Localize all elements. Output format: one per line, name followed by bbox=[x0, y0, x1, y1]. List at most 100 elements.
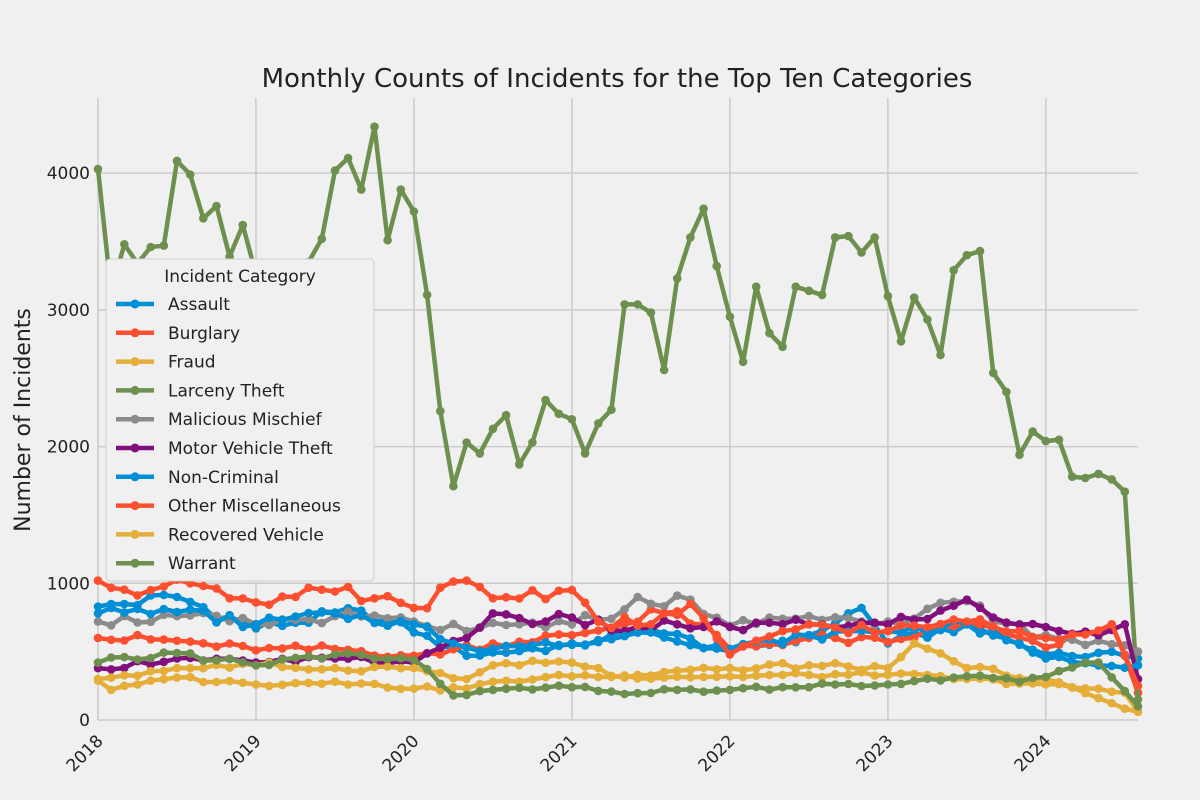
data-point bbox=[225, 594, 234, 603]
data-point bbox=[672, 610, 682, 620]
data-point bbox=[896, 337, 906, 346]
data-point bbox=[396, 684, 406, 694]
data-point bbox=[146, 635, 155, 644]
data-point bbox=[172, 592, 182, 602]
data-point bbox=[488, 618, 498, 628]
data-point bbox=[1067, 663, 1077, 672]
data-point bbox=[120, 636, 129, 645]
data-point bbox=[343, 614, 353, 624]
legend-label: Burglary bbox=[168, 324, 240, 344]
data-point bbox=[462, 626, 471, 636]
data-point bbox=[251, 598, 261, 607]
data-point bbox=[857, 665, 866, 675]
data-point bbox=[159, 666, 169, 676]
data-point bbox=[475, 686, 485, 696]
data-point bbox=[817, 620, 827, 630]
data-point bbox=[291, 663, 300, 673]
data-point bbox=[462, 651, 471, 660]
data-point bbox=[304, 583, 313, 592]
data-point bbox=[554, 616, 564, 626]
data-point bbox=[1094, 684, 1103, 693]
data-point bbox=[988, 368, 998, 378]
x-tick-label: 2018 bbox=[63, 731, 108, 776]
data-point bbox=[962, 672, 972, 681]
data-point bbox=[238, 658, 248, 667]
data-point bbox=[436, 650, 445, 659]
data-point bbox=[291, 612, 300, 621]
data-point bbox=[409, 663, 419, 673]
data-point bbox=[554, 630, 564, 639]
data-point bbox=[923, 674, 932, 683]
data-point bbox=[725, 622, 735, 632]
data-point bbox=[106, 583, 116, 593]
data-point bbox=[659, 685, 669, 694]
data-point bbox=[975, 671, 985, 680]
data-point bbox=[936, 676, 945, 685]
data-point bbox=[515, 660, 524, 670]
data-point bbox=[699, 204, 708, 213]
data-point bbox=[1054, 635, 1064, 645]
data-point bbox=[1041, 654, 1051, 663]
data-point bbox=[422, 290, 432, 300]
data-point bbox=[804, 661, 814, 670]
data-point bbox=[672, 620, 682, 629]
data-point bbox=[93, 633, 103, 643]
data-point bbox=[133, 591, 142, 600]
data-point bbox=[580, 449, 590, 458]
data-point bbox=[817, 635, 827, 644]
data-point bbox=[765, 685, 774, 694]
data-point bbox=[936, 598, 945, 608]
data-point bbox=[844, 231, 853, 241]
data-point bbox=[383, 683, 392, 692]
legend-box bbox=[105, 258, 375, 582]
y-axis-label: Number of Incidents bbox=[11, 308, 36, 532]
data-point bbox=[672, 666, 682, 675]
data-point bbox=[830, 613, 840, 622]
data-point bbox=[580, 682, 590, 692]
legend-marker bbox=[130, 299, 140, 309]
data-point bbox=[449, 481, 458, 491]
data-point bbox=[304, 608, 313, 618]
data-point bbox=[330, 650, 340, 659]
data-point bbox=[159, 674, 169, 684]
data-point bbox=[199, 606, 208, 615]
data-point bbox=[765, 618, 774, 627]
data-point bbox=[830, 233, 840, 242]
data-point bbox=[409, 655, 419, 665]
data-point bbox=[883, 626, 893, 636]
data-point bbox=[238, 613, 248, 623]
data-point bbox=[1028, 648, 1037, 657]
series-other-miscellaneous bbox=[93, 575, 1143, 691]
data-point bbox=[422, 631, 432, 640]
data-point bbox=[949, 615, 958, 624]
data-point bbox=[909, 676, 919, 686]
data-point bbox=[501, 620, 511, 630]
data-point bbox=[159, 657, 169, 667]
data-point bbox=[804, 630, 814, 640]
data-point bbox=[804, 670, 814, 680]
data-point bbox=[554, 681, 564, 690]
data-point bbox=[291, 653, 300, 663]
legend-item: Non-Criminal bbox=[116, 468, 279, 488]
data-point bbox=[580, 620, 590, 630]
data-point bbox=[264, 620, 274, 630]
legend-label: Malicious Mischief bbox=[168, 410, 323, 430]
data-point bbox=[541, 395, 550, 405]
data-point bbox=[225, 676, 234, 686]
chart-title: Monthly Counts of Incidents for the Top … bbox=[262, 64, 973, 94]
data-point bbox=[172, 607, 182, 617]
data-point bbox=[488, 594, 498, 603]
data-point bbox=[475, 646, 485, 656]
data-point bbox=[712, 672, 721, 682]
data-point bbox=[712, 634, 721, 643]
data-point bbox=[133, 680, 142, 689]
data-point bbox=[383, 614, 392, 623]
data-point bbox=[462, 674, 471, 684]
data-point bbox=[238, 220, 248, 230]
data-point bbox=[225, 610, 234, 620]
data-point bbox=[449, 619, 458, 629]
data-point bbox=[488, 644, 498, 654]
data-point bbox=[646, 688, 656, 698]
legend-marker bbox=[130, 357, 140, 367]
data-point bbox=[409, 207, 419, 216]
